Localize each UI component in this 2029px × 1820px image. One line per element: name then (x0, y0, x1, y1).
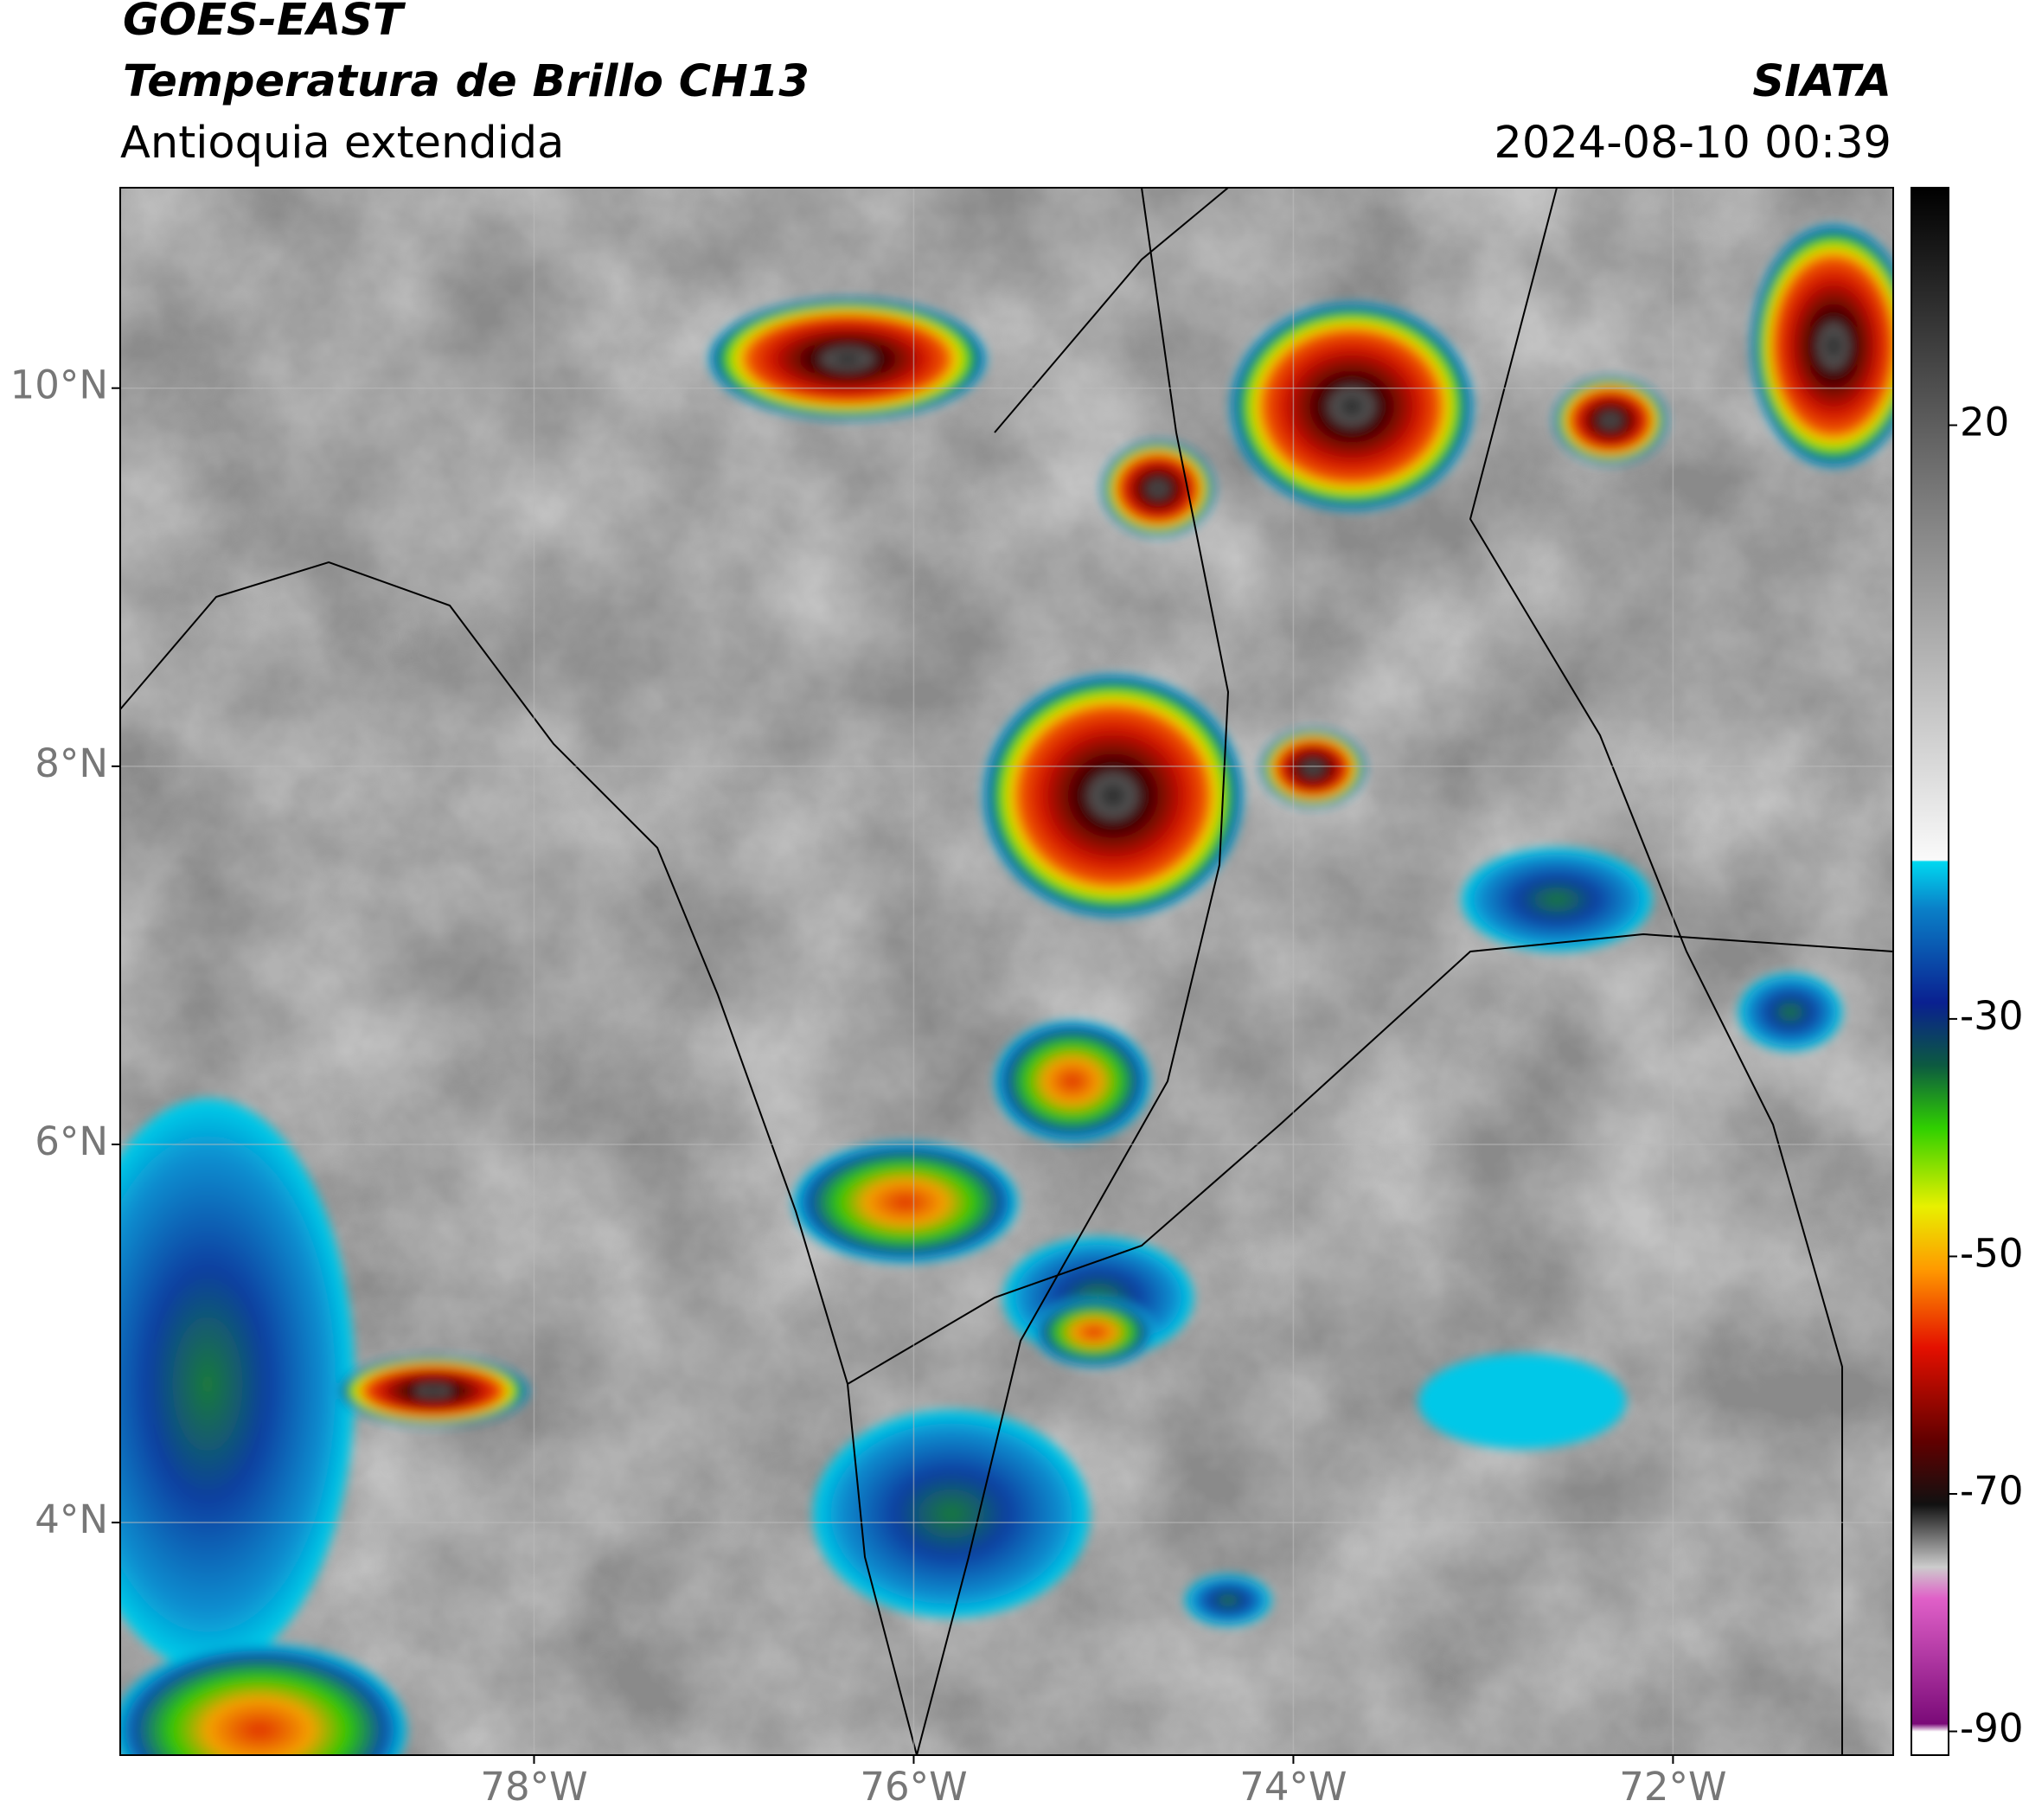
y-tick-label: 10°N (10, 362, 108, 408)
convection (120, 225, 1893, 1755)
colorbar-tick-label: -70 (1960, 1468, 2024, 1514)
x-tick-label: 78°W (480, 1764, 587, 1810)
datetime: 2024-08-10 00:39 (1494, 118, 1891, 169)
colorbar-tick-label: -50 (1960, 1230, 2024, 1276)
colorbar (1911, 187, 1949, 1756)
source: SIATA (1752, 56, 1891, 107)
map (120, 188, 1893, 1755)
borders (120, 188, 1893, 1755)
y-tick-label: 8°N (35, 740, 108, 786)
region: Antioquia extendida (120, 118, 564, 169)
colorbar-tick-label: 20 (1960, 400, 2009, 445)
colorbar-tick-label: -90 (1960, 1706, 2024, 1752)
map-frame (119, 187, 1894, 1756)
subtitle: Temperatura de Brillo CH13 (123, 56, 810, 107)
x-tick-label: 76°W (860, 1764, 967, 1810)
y-tick-label: 6°N (35, 1118, 108, 1164)
title: GOES-EAST (123, 0, 406, 46)
x-tick-label: 74°W (1239, 1764, 1347, 1810)
grid (120, 188, 1893, 1755)
colorbar-tick-label: -30 (1960, 993, 2024, 1039)
y-tick-label: 4°N (35, 1496, 108, 1542)
x-tick-label: 72°W (1619, 1764, 1726, 1810)
